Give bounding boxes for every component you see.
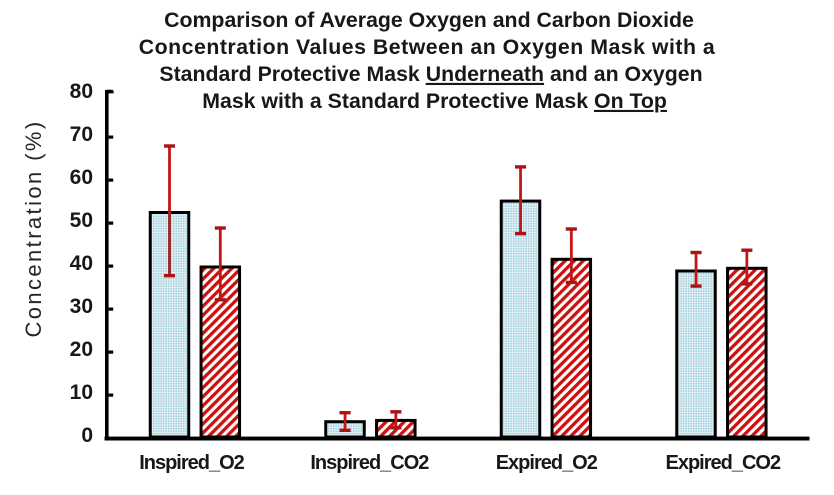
svg-text:Expired_CO2: Expired_CO2 xyxy=(665,452,780,474)
svg-text:Concentration Values Between a: Concentration Values Between an Oxygen M… xyxy=(139,35,716,59)
svg-text:Mask with a Standard Protectiv: Mask with a Standard Protective Mask On … xyxy=(202,89,667,113)
svg-text:40: 40 xyxy=(70,252,93,275)
svg-text:Comparison of Average Oxygen a: Comparison of Average Oxygen and Carbon … xyxy=(164,8,694,32)
svg-text:50: 50 xyxy=(70,209,93,232)
svg-text:20: 20 xyxy=(70,338,93,361)
svg-text:0: 0 xyxy=(81,424,93,447)
svg-text:Standard Protective Mask Under: Standard Protective Mask Underneath and … xyxy=(159,62,702,86)
svg-text:30: 30 xyxy=(70,295,93,318)
svg-text:80: 80 xyxy=(70,80,93,103)
svg-text:Expired_O2: Expired_O2 xyxy=(496,452,598,474)
svg-text:Inspired_O2: Inspired_O2 xyxy=(139,452,244,474)
svg-text:70: 70 xyxy=(70,123,93,146)
svg-text:Inspired_CO2: Inspired_CO2 xyxy=(310,452,429,474)
svg-text:Concentration (%): Concentration (%) xyxy=(21,119,46,337)
svg-text:60: 60 xyxy=(70,166,93,189)
svg-text:10: 10 xyxy=(70,381,93,404)
